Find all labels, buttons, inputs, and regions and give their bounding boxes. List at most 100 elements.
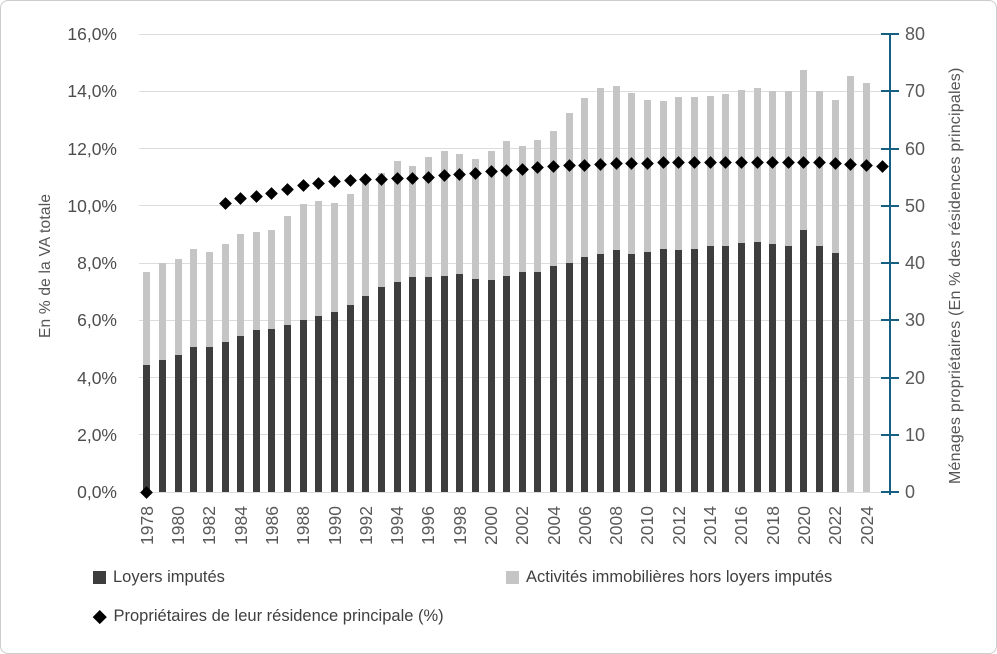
bar-loyers-imputes: [299, 320, 307, 492]
scatter-point-proprietaires: [218, 197, 232, 210]
legend-label: Activités immobilières hors loyers imput…: [526, 568, 833, 586]
right-axis-tick-label: 20: [905, 367, 926, 388]
scatter-point-proprietaires: [249, 190, 263, 203]
left-axis-tick-label: 8,0%: [77, 253, 117, 273]
right-axis-tick-mark: [881, 262, 899, 264]
bar-activites-immobilieres: [518, 145, 526, 272]
x-axis-tick-label: 1994: [387, 506, 408, 545]
bar-loyers-imputes: [800, 230, 808, 492]
bar-loyers-imputes: [534, 271, 542, 492]
gridline: [139, 148, 890, 149]
legend-diamond-icon: [93, 609, 107, 624]
left-axis-tick-label: 4,0%: [77, 367, 117, 388]
right-axis-tick-label: 60: [905, 138, 926, 159]
x-axis-tick-label: 1982: [199, 506, 220, 545]
bar-loyers-imputes: [174, 354, 182, 492]
right-axis-tick-label: 80: [905, 24, 926, 44]
bar-activites-immobilieres: [581, 98, 589, 258]
bar-activites-immobilieres: [503, 141, 511, 276]
right-axis-tick-label: 70: [905, 81, 926, 102]
bar-loyers-imputes: [706, 245, 714, 492]
bar-loyers-imputes: [753, 241, 761, 492]
right-axis-tick-label: 10: [905, 424, 926, 445]
bar-activites-immobilieres: [800, 69, 808, 231]
scatter-point-proprietaires: [281, 182, 294, 196]
x-axis-tick-label: 2022: [825, 506, 846, 545]
bar-activites-immobilieres: [268, 230, 276, 329]
legend-label: Propriétaires de leur résidence principa…: [113, 607, 444, 625]
x-axis-tick-label: 2002: [512, 506, 533, 545]
right-axis-tick-label: 50: [905, 195, 926, 216]
bar-loyers-imputes: [315, 315, 323, 492]
bar-loyers-imputes: [409, 277, 417, 492]
bar-loyers-imputes: [456, 274, 464, 492]
bar-loyers-imputes: [550, 265, 558, 492]
bar-activites-immobilieres: [831, 99, 839, 253]
x-axis-tick-label: 1990: [324, 506, 345, 545]
bar-activites-immobilieres: [299, 204, 307, 321]
bar-activites-immobilieres: [847, 75, 855, 492]
left-axis-tick-label: 14,0%: [67, 81, 117, 102]
right-axis-tick-mark: [881, 376, 899, 379]
left-axis-tick-label: 6,0%: [77, 310, 117, 331]
bar-activites-immobilieres: [393, 161, 401, 282]
right-axis-tick-label: 40: [905, 253, 926, 273]
scatter-point-proprietaires: [296, 179, 310, 193]
gridline: [139, 377, 890, 378]
legend-label: Loyers imputés: [113, 568, 225, 586]
bar-activites-immobilieres: [440, 151, 448, 276]
bar-loyers-imputes: [362, 295, 370, 492]
x-axis-tick-label: 1978: [136, 506, 157, 545]
bar-activites-immobilieres: [471, 158, 479, 279]
bar-activites-immobilieres: [331, 202, 339, 312]
bar-loyers-imputes: [378, 287, 385, 492]
legend-item-proprietaires: Propriétaires de leur résidence principa…: [93, 607, 444, 626]
bar-loyers-imputes: [331, 311, 339, 492]
x-axis-tick-label: 2008: [606, 506, 627, 545]
right-axis-tick-mark: [881, 491, 899, 493]
x-axis-tick-label: 1992: [355, 506, 376, 545]
bar-activites-immobilieres: [221, 244, 229, 342]
bar-activites-immobilieres: [143, 271, 151, 365]
x-axis-tick-label: 2020: [793, 506, 814, 545]
bar-activites-immobilieres: [315, 201, 323, 316]
bar-activites-immobilieres: [252, 231, 260, 331]
bar-activites-immobilieres: [362, 181, 370, 296]
gridline: [139, 319, 890, 321]
x-axis-tick-label: 2018: [762, 506, 783, 545]
gridline: [139, 434, 890, 436]
bar-loyers-imputes: [831, 252, 839, 492]
bar-loyers-imputes: [690, 248, 698, 492]
bar-loyers-imputes: [143, 364, 151, 492]
scatter-point-proprietaires: [234, 192, 248, 206]
gridline: [139, 33, 890, 35]
left-axis-tick-label: 12,0%: [67, 138, 117, 159]
legend-item-activites-immobilieres: Activités immobilières hors loyers imput…: [506, 568, 832, 587]
right-axis-tick-mark: [881, 90, 899, 93]
bar-activites-immobilieres: [534, 139, 542, 272]
bar-activites-immobilieres: [597, 88, 605, 255]
bar-loyers-imputes: [268, 328, 276, 492]
right-axis-tick-label: 0: [905, 482, 916, 502]
scatter-point-proprietaires: [343, 174, 357, 187]
bar-loyers-imputes: [659, 248, 667, 492]
x-axis-tick-label: 1998: [449, 506, 470, 545]
bar-activites-immobilieres: [237, 234, 245, 336]
bar-activites-immobilieres: [706, 95, 714, 246]
bar-loyers-imputes: [565, 263, 573, 492]
bar-activites-immobilieres: [190, 248, 198, 348]
bar-loyers-imputes: [205, 347, 213, 492]
bar-loyers-imputes: [581, 257, 589, 492]
scatter-point-proprietaires: [265, 187, 279, 201]
bar-loyers-imputes: [597, 254, 605, 492]
right-axis-tick-mark: [881, 319, 899, 322]
bar-loyers-imputes: [503, 275, 511, 492]
bar-loyers-imputes: [440, 275, 448, 492]
bar-activites-immobilieres: [690, 96, 698, 249]
bar-activites-immobilieres: [675, 96, 683, 251]
bar-loyers-imputes: [346, 304, 354, 492]
x-axis-tick-label: 2016: [731, 506, 752, 545]
scatter-point-proprietaires: [875, 159, 889, 173]
bar-activites-immobilieres: [643, 99, 651, 252]
